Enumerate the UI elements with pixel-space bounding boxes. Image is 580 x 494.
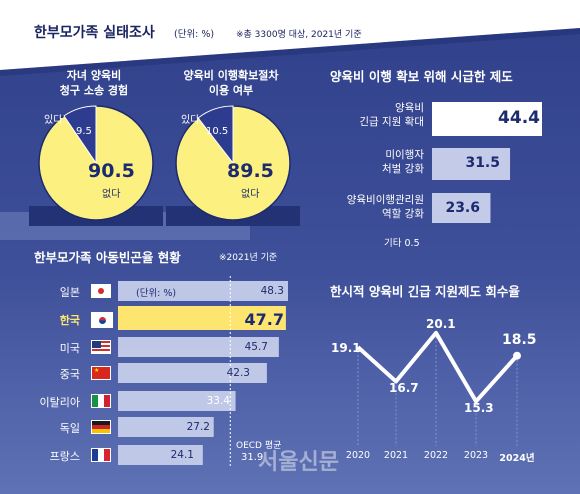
poverty-unit: (단위: %) (136, 288, 177, 299)
pie-right-title: 양육비 이행확보절차 이용 여부 (183, 69, 279, 97)
urgent-value-1: 44.4 (498, 108, 540, 128)
poverty-bar-0 (118, 281, 288, 301)
usa-flag-icon (91, 340, 111, 354)
poverty-value-france: 24.1 (170, 449, 194, 461)
pie-left-no-label: 없다 (102, 189, 121, 200)
france-flag-icon (91, 448, 111, 462)
recovery-x-2024: 2024년 (499, 453, 535, 464)
urgent-bar-2 (432, 148, 511, 180)
poverty-bar-2 (118, 337, 279, 357)
germany-flag-icon (91, 420, 111, 434)
pie-right-slice-yes (197, 105, 234, 165)
poverty-label-italy: 이탈리아 (39, 396, 80, 409)
pie-left-yes-value: 9.5 (76, 126, 92, 137)
urgent-bar-1 (432, 102, 542, 136)
pie-right-no-value: 89.5 (227, 160, 274, 182)
recovery-x-2021: 2021 (383, 450, 409, 461)
pie-left-yes-label: 있다 (44, 115, 63, 126)
urgent-value-3: 23.6 (445, 200, 480, 216)
pie-left-no-value: 90.5 (88, 160, 135, 182)
poverty-bar-4 (118, 391, 236, 411)
urgent-bars (432, 102, 542, 223)
oecd-value: 31.9 (241, 452, 264, 463)
recovery-value-2022: 20.1 (426, 317, 456, 331)
korea-flag-icon (91, 312, 113, 328)
urgent-label-1: 양육비 긴급 지원 확대 (359, 102, 424, 128)
recovery-point-2024 (513, 351, 521, 360)
urgent-label-2: 미이행자 처벌 강화 (382, 149, 424, 175)
japan-flag-icon (91, 284, 111, 298)
recovery-x-2023: 2023 (463, 450, 489, 461)
poverty-value-japan: 48.3 (260, 285, 284, 297)
urgent-title: 양육비 이행 확보 위해 시급한 제도 (330, 69, 513, 84)
pie-right-no-label: 없다 (241, 189, 260, 200)
recovery-value-2024: 18.5 (502, 332, 537, 348)
poverty-label-japan: 일본 (59, 286, 80, 299)
poverty-value-korea: 47.7 (244, 310, 284, 329)
poverty-bar-3 (118, 363, 267, 383)
poverty-bars (118, 276, 288, 466)
page-title: 한부모가족 실태조사 (34, 25, 155, 41)
recovery-line-chart (356, 330, 521, 446)
pie-left-title: 자녀 양육비 청구 소송 경험 (59, 69, 129, 97)
page-note: ※총 3300명 대상, 2021년 기준 (236, 30, 362, 40)
poverty-value-italy: 33.4 (206, 395, 230, 407)
pie-right (166, 105, 300, 226)
china-flag-icon: ★ (91, 366, 111, 380)
poverty-title: 한부모가족 아동빈곤율 현황 (34, 250, 181, 265)
pie-left (29, 105, 163, 226)
poverty-bar-1 (118, 306, 286, 330)
poverty-note: ※2021년 기준 (219, 253, 278, 263)
poverty-value-usa: 45.7 (244, 341, 268, 353)
recovery-x-2022: 2022 (423, 450, 449, 461)
page-unit: (단위: %) (174, 29, 215, 40)
pie-right-yes-label: 있다 (181, 115, 200, 126)
watermark: 서울신문 (258, 450, 339, 475)
recovery-value-2020: 19.1 (331, 341, 361, 355)
recovery-series-line (356, 330, 519, 404)
recovery-value-2021: 16.7 (389, 381, 419, 395)
poverty-value-germany: 27.2 (186, 421, 210, 433)
urgent-label-3: 양육비이행관리원 역할 강화 (346, 194, 424, 220)
pie-right-yes-value: 10.5 (206, 126, 229, 137)
poverty-label-germany: 독일 (59, 422, 80, 435)
recovery-x-2020: 2020 (345, 450, 371, 461)
poverty-label-france: 프랑스 (49, 450, 80, 463)
poverty-label-china: 중국 (59, 368, 80, 381)
poverty-label-korea: 한국 (59, 314, 80, 327)
pie-left-slice-yes (63, 105, 97, 165)
oecd-label: OECD 평균 (236, 441, 282, 451)
urgent-value-2: 31.5 (465, 155, 500, 171)
urgent-other: 기타 0.5 (384, 238, 420, 249)
poverty-value-china: 42.3 (226, 367, 250, 379)
recovery-value-2023: 15.3 (464, 401, 494, 415)
urgent-bar-3 (432, 193, 491, 223)
recovery-title: 한시적 양육비 긴급 지원제도 회수율 (330, 284, 520, 299)
poverty-bar-5 (118, 417, 214, 437)
poverty-label-usa: 미국 (59, 342, 80, 355)
poverty-bar-6 (118, 445, 203, 465)
italy-flag-icon (91, 394, 111, 408)
